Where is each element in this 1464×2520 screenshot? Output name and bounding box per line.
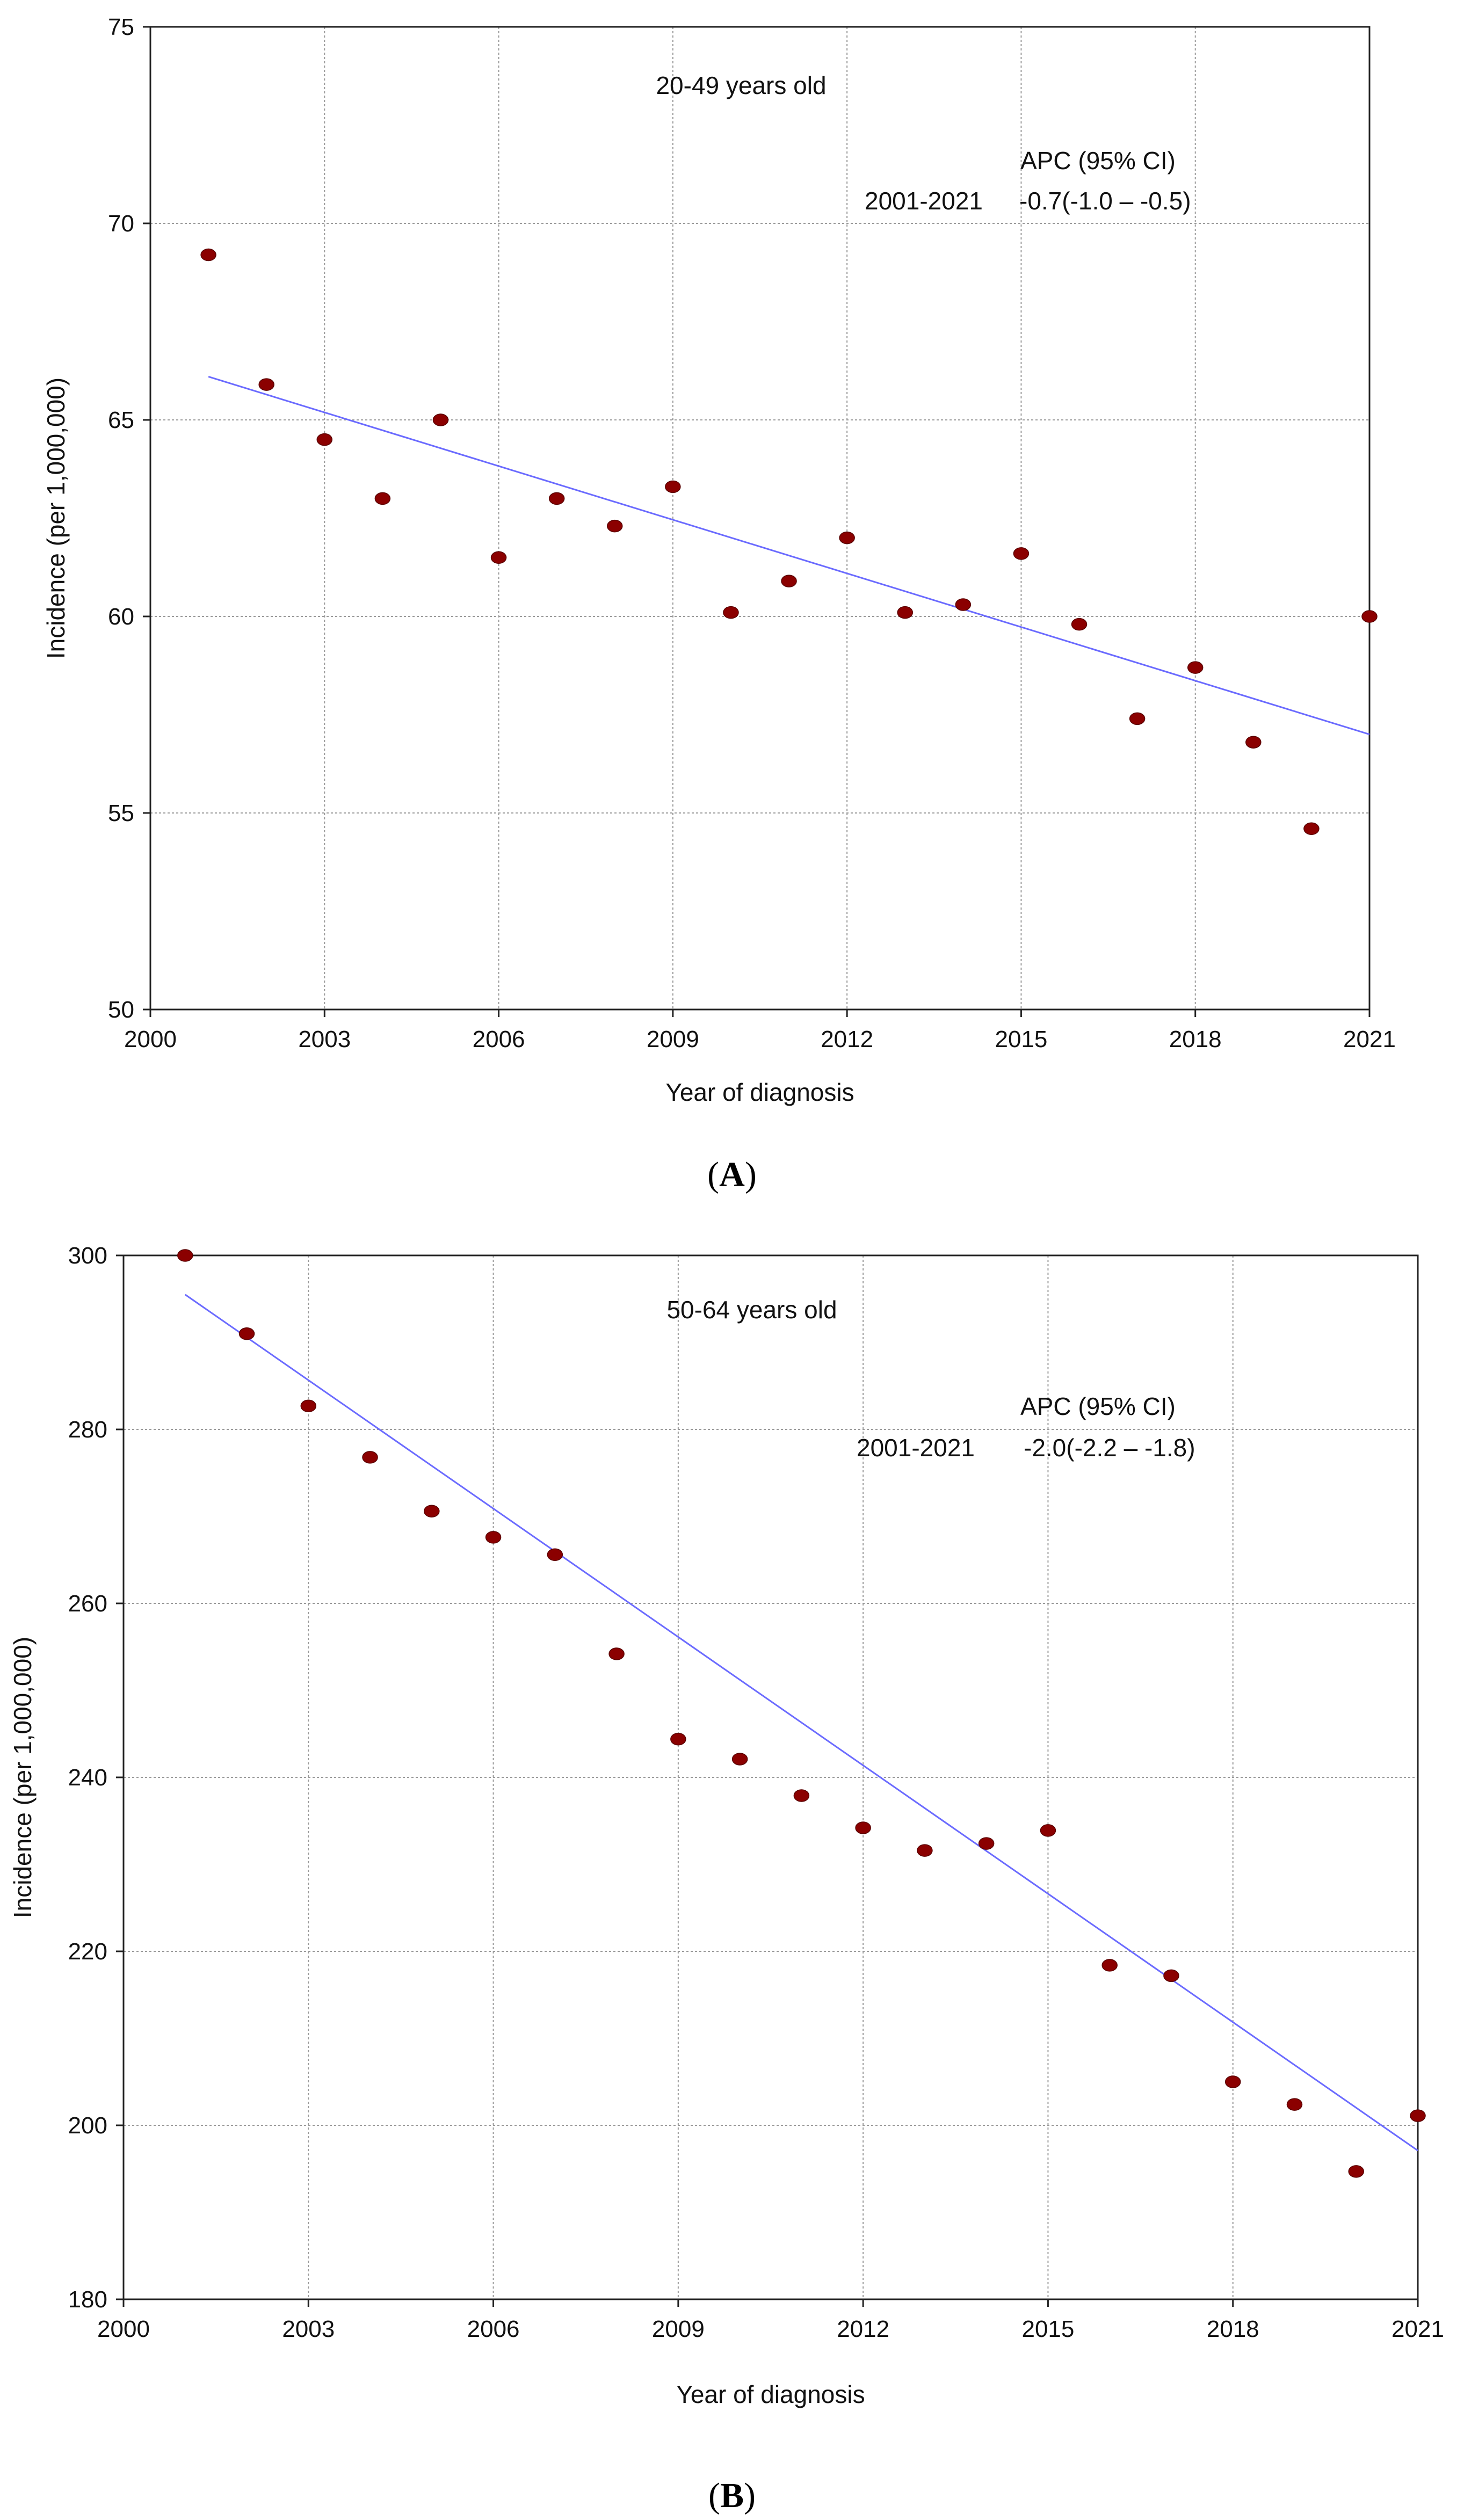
x-tick-label: 2000 xyxy=(124,1026,177,1052)
y-tick-label: 180 xyxy=(68,2286,107,2313)
data-point xyxy=(978,1837,995,1850)
x-tick-label: 2006 xyxy=(467,2316,520,2342)
data-point xyxy=(1163,1969,1179,1982)
x-tick-label: 2000 xyxy=(97,2316,150,2342)
data-point xyxy=(485,1531,502,1544)
y-axis-label: Incidence (per 1,000,000) xyxy=(42,377,70,659)
data-point xyxy=(917,1844,933,1857)
data-point xyxy=(547,1548,563,1562)
apc-value: -2.0(-2.2 – -1.8) xyxy=(1024,1434,1195,1462)
x-tick-label: 2012 xyxy=(821,1026,873,1052)
data-point xyxy=(1187,661,1204,674)
apc-period: 2001-2021 xyxy=(857,1434,975,1462)
data-point xyxy=(1040,1824,1056,1837)
apc-period: 2001-2021 xyxy=(865,187,983,215)
x-tick-label: 2018 xyxy=(1169,1026,1222,1052)
x-tick-label: 2018 xyxy=(1207,2316,1259,2342)
trend-line xyxy=(184,1294,1418,2152)
apc-header: APC (95% CI) xyxy=(1020,1392,1176,1420)
data-point xyxy=(238,1327,255,1340)
data-point xyxy=(1101,1959,1118,1972)
data-point xyxy=(793,1789,810,1802)
chart-b-svg: 2000 2003 2006 2009 2012 2015 2018 2021 180 200 22… xyxy=(9,1243,1444,2408)
apc-value: -0.7(-1.0 – -0.5) xyxy=(1019,187,1191,215)
data-point xyxy=(1013,547,1030,560)
y-tick-label: 60 xyxy=(108,604,134,630)
apc-header: APC (95% CI) xyxy=(1020,147,1176,175)
y-tick-label: 240 xyxy=(68,1764,107,1791)
data-point xyxy=(316,433,333,446)
data-point xyxy=(432,413,449,426)
y-tick-label: 55 xyxy=(108,800,134,826)
x-tick-label: 2009 xyxy=(647,1026,699,1052)
data-point xyxy=(670,1732,686,1746)
x-tick-label: 2015 xyxy=(995,1026,1047,1052)
x-tick-label: 2003 xyxy=(298,1026,351,1052)
data-point xyxy=(607,519,623,533)
y-tick-label: 50 xyxy=(108,997,134,1023)
y-tick-label: 260 xyxy=(68,1591,107,1617)
y-tick-label: 280 xyxy=(68,1417,107,1443)
y-axis-label: Incidence (per 1,000,000) xyxy=(9,1637,37,1918)
data-point xyxy=(781,575,797,587)
y-tick-label: 65 xyxy=(108,407,134,433)
chart-title: 50-64 years old xyxy=(666,1296,837,1324)
y-tick-label: 70 xyxy=(108,210,134,237)
data-point xyxy=(1286,2098,1303,2111)
panel-label-b: (B) xyxy=(708,2476,756,2515)
data-point xyxy=(1410,2109,1426,2122)
x-tick-label: 2009 xyxy=(652,2316,705,2342)
chart-panel-a: 2000 2003 2006 2009 2012 2015 2018 2021 50 55 60 65… xyxy=(0,0,1464,1235)
data-point xyxy=(665,480,681,493)
y-tick-label: 300 xyxy=(68,1243,107,1269)
data-point xyxy=(300,1399,317,1413)
data-point xyxy=(1071,618,1088,631)
panel-label-a: (A) xyxy=(707,1155,757,1194)
x-axis-label: Year of diagnosis xyxy=(676,2380,865,2408)
data-point xyxy=(374,492,391,505)
data-point xyxy=(1224,2075,1241,2088)
data-point xyxy=(424,1505,440,1518)
data-point xyxy=(855,1821,871,1834)
y-tick-label: 200 xyxy=(68,2112,107,2139)
x-axis-label: Year of diagnosis xyxy=(665,1078,854,1106)
data-point xyxy=(897,606,913,619)
data-point xyxy=(548,492,565,505)
x-tick-label: 2015 xyxy=(1021,2316,1074,2342)
x-tick-label: 2003 xyxy=(282,2316,335,2342)
data-point xyxy=(608,1647,625,1660)
data-point xyxy=(955,598,972,611)
chart-panel-b: 2000 2003 2006 2009 2012 2015 2018 2021 180 200 22… xyxy=(0,1235,1464,2520)
trend-line xyxy=(208,376,1370,736)
data-point xyxy=(362,1451,378,1464)
data-point xyxy=(1303,822,1320,836)
data-point xyxy=(177,1249,193,1262)
x-tick-label: 2012 xyxy=(837,2316,889,2342)
data-point xyxy=(1245,736,1262,749)
data-point xyxy=(258,378,274,391)
data-point xyxy=(839,531,855,544)
data-point xyxy=(490,551,507,564)
data-point xyxy=(731,1753,748,1766)
y-tick-label: 220 xyxy=(68,1938,107,1965)
chart-a-svg: 2000 2003 2006 2009 2012 2015 2018 2021 50 55 60 65… xyxy=(42,14,1396,1106)
data-point xyxy=(200,248,216,262)
data-point xyxy=(1361,610,1378,623)
data-point xyxy=(1129,712,1146,725)
plot-frame xyxy=(149,26,1371,1011)
y-tick-label: 75 xyxy=(108,14,134,40)
data-point xyxy=(1348,2165,1364,2178)
x-tick-label: 2021 xyxy=(1343,1026,1396,1052)
x-tick-label: 2021 xyxy=(1391,2316,1444,2342)
x-tick-label: 2006 xyxy=(473,1026,525,1052)
chart-title: 20-49 years old xyxy=(656,71,826,99)
data-point xyxy=(723,606,739,619)
